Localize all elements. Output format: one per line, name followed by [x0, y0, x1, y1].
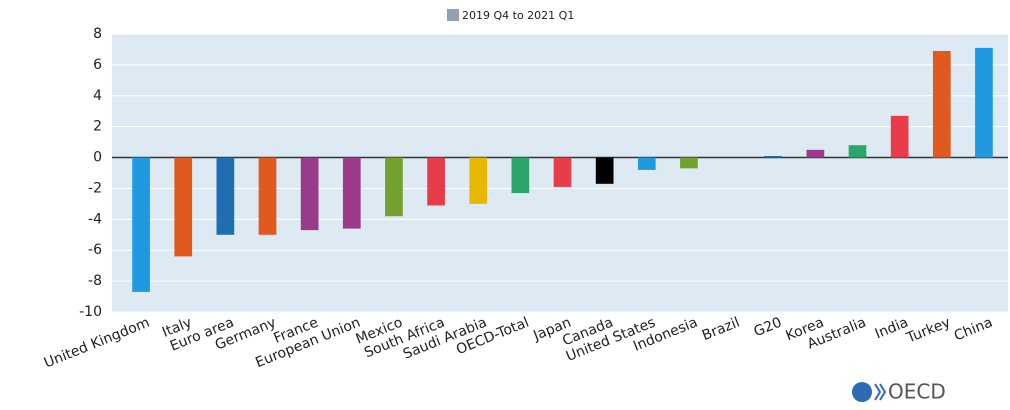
bar — [300, 157, 319, 231]
y-tick-label: -6 — [88, 242, 102, 258]
logo-arrows — [874, 383, 887, 401]
x-tick-label: Brazil — [700, 315, 742, 344]
x-tick-label: India — [873, 315, 911, 343]
x-tick-label: Turkey — [904, 315, 953, 347]
bar — [342, 157, 361, 229]
bar — [553, 157, 572, 187]
legend-swatch — [447, 9, 459, 21]
bar — [637, 157, 656, 170]
bar — [511, 157, 530, 194]
y-tick-label: 0 — [93, 150, 102, 166]
y-tick-label: -8 — [88, 273, 102, 289]
x-tick-label: G20 — [752, 315, 785, 341]
bar — [848, 145, 867, 158]
bar — [764, 156, 783, 158]
logo-icon — [852, 382, 872, 402]
bar — [932, 50, 951, 158]
x-tick-label: China — [952, 315, 995, 345]
bar — [216, 157, 235, 235]
bar — [258, 157, 277, 235]
y-tick-label: 8 — [93, 26, 102, 42]
bar — [975, 47, 993, 158]
bar — [427, 157, 445, 206]
x-tick-label: United Kingdom — [42, 315, 152, 372]
y-tick-label: 6 — [93, 57, 102, 73]
y-tick-label: 4 — [93, 88, 102, 104]
y-tick-label: -2 — [88, 180, 102, 196]
legend-label: 2019 Q4 to 2021 Q1 — [462, 9, 574, 22]
bar — [595, 157, 614, 184]
bar — [806, 149, 825, 158]
bar — [132, 157, 150, 292]
y-tick-label: -10 — [79, 304, 102, 320]
y-tick-label: 2 — [93, 119, 102, 135]
bar — [174, 157, 193, 257]
bar — [890, 115, 909, 158]
oecd-logo: OECD — [852, 380, 946, 404]
y-tick-label: -4 — [88, 211, 102, 227]
bar — [385, 157, 403, 217]
bar — [469, 157, 488, 204]
bar — [680, 157, 698, 169]
logo-text: OECD — [888, 380, 946, 404]
